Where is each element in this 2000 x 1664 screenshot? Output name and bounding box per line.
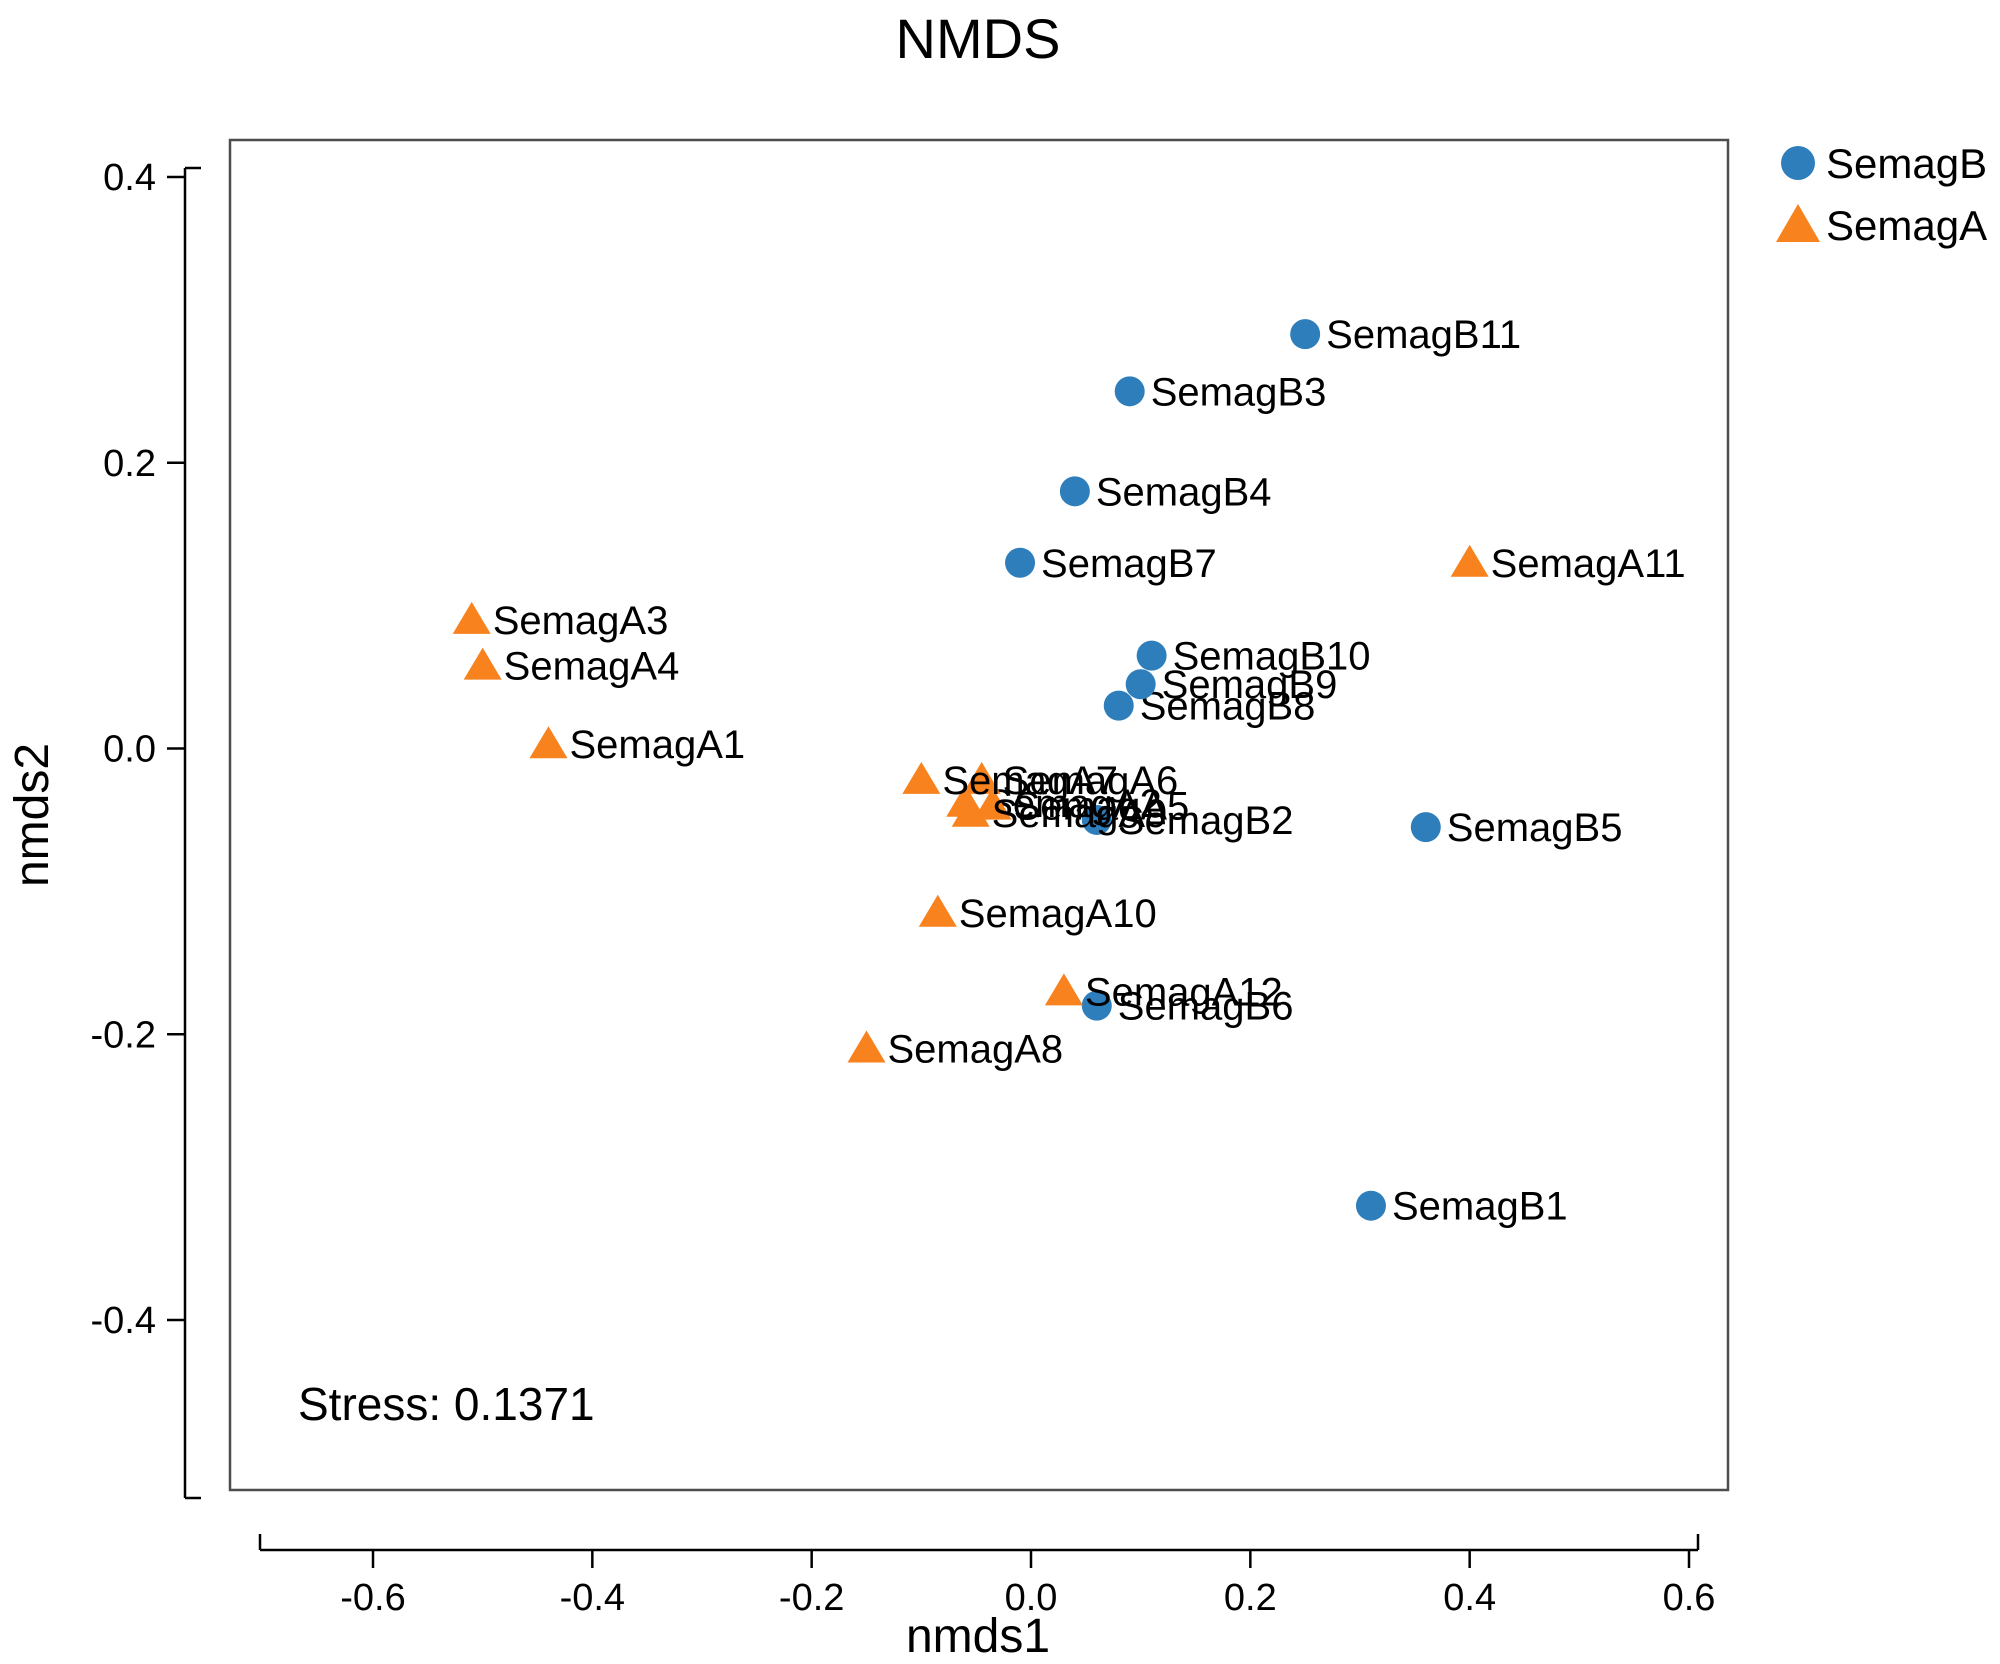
point-label: SemagB11 <box>1326 313 1521 357</box>
data-point <box>973 787 1012 820</box>
data-point <box>1410 812 1441 843</box>
data-point <box>847 1030 886 1063</box>
data-point <box>951 794 990 827</box>
point-label: SemagA3 <box>493 599 669 643</box>
legend-label-semaga: SemagA <box>1826 202 1987 249</box>
data-point <box>1125 669 1156 700</box>
y-tick-label: -0.4 <box>91 1300 156 1342</box>
stress-annotation: Stress: 0.1371 <box>298 1378 595 1430</box>
point-label: SemagB7 <box>1041 542 1217 586</box>
point-label: SemagA5 <box>1014 785 1190 829</box>
data-point <box>463 647 502 680</box>
point-label: SemagB10 <box>1173 635 1371 679</box>
point-label: SemagB4 <box>1096 470 1272 514</box>
data-point <box>1290 319 1321 350</box>
data-point <box>452 601 491 634</box>
data-point <box>1044 973 1083 1006</box>
point-label: SemagA2 <box>986 782 1162 826</box>
legend-triangle-marker <box>1776 204 1820 242</box>
y-tick-label: 0.4 <box>103 157 156 199</box>
x-axis-title: nmds1 <box>906 1610 1050 1659</box>
point-label: SemagA12 <box>1085 970 1283 1014</box>
data-point <box>1059 476 1090 507</box>
point-label: SemagB1 <box>1392 1185 1568 1229</box>
point-label: SemagB6 <box>1118 985 1294 1029</box>
data-point <box>1355 1190 1386 1221</box>
point-label: SemagB9 <box>1162 663 1338 707</box>
point-label: SemagA4 <box>504 645 680 689</box>
point-label: SemagA8 <box>888 1028 1064 1072</box>
point-label: SemagB2 <box>1118 799 1294 843</box>
point-label: SemagA6 <box>1003 759 1179 803</box>
x-tick-label: 0.0 <box>1005 1577 1058 1619</box>
x-tick-label: -0.2 <box>779 1577 844 1619</box>
data-point <box>529 726 568 759</box>
data-point <box>1081 990 1112 1021</box>
data-point <box>1103 690 1134 721</box>
y-axis-title: nmds2 <box>6 743 59 887</box>
data-point <box>902 761 941 794</box>
legend: SemagB SemagA <box>1776 140 1987 249</box>
point-label: SemagA9 <box>992 792 1168 836</box>
y-tick-label: -0.2 <box>91 1014 156 1056</box>
point-label: SemagB5 <box>1447 806 1623 850</box>
plot-panel <box>228 138 1730 1492</box>
data-point <box>1136 640 1167 671</box>
axes: 0.4 0.2 0.0 -0.2 -0.4 -0.6 -0.4 -0.2 0.0 0.2 0.4 0.… <box>91 157 1716 1619</box>
point-label: SemagB3 <box>1151 370 1327 414</box>
series-semagb: SemagB1 SemagB2 SemagB3 SemagB4 SemagB5 Semag… <box>1005 313 1622 1229</box>
legend-circle-marker <box>1781 146 1815 180</box>
legend-label-semagb: SemagB <box>1826 140 1987 187</box>
x-tick-label: -0.4 <box>560 1577 625 1619</box>
point-label: SemagA11 <box>1491 542 1686 586</box>
data-point <box>1005 547 1036 578</box>
series-semaga: SemagA1SemagA2SemagA3SemagA4SemagA5Semag… <box>452 542 1686 1072</box>
point-label: SemagA1 <box>569 723 745 767</box>
data-point <box>1081 804 1112 835</box>
data-point <box>1450 544 1489 577</box>
chart-title: NMDS <box>896 7 1061 70</box>
point-label: SemagA7 <box>942 759 1118 803</box>
data-points: SemagB1 SemagB2 SemagB3 SemagB4 SemagB5 Semag… <box>452 313 1686 1229</box>
data-point <box>918 894 957 927</box>
x-tick-label: 0.4 <box>1443 1577 1496 1619</box>
data-point <box>1114 376 1145 407</box>
y-tick-label: 0.2 <box>103 443 156 485</box>
x-tick-label: 0.6 <box>1663 1577 1716 1619</box>
point-label: SemagB8 <box>1140 685 1316 729</box>
x-tick-label: -0.6 <box>340 1577 405 1619</box>
data-point <box>962 761 1001 794</box>
point-label: SemagA10 <box>959 892 1157 936</box>
y-tick-label: 0.0 <box>103 729 156 771</box>
x-tick-label: 0.2 <box>1224 1577 1277 1619</box>
